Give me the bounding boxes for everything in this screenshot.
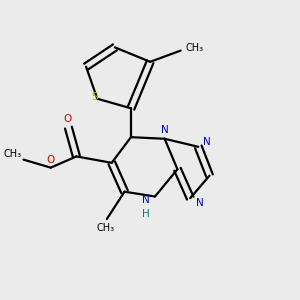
Text: N: N (161, 125, 169, 135)
Text: CH₃: CH₃ (96, 223, 114, 233)
Text: CH₃: CH₃ (4, 149, 22, 159)
Text: N: N (203, 137, 211, 147)
Text: N: N (142, 195, 150, 205)
Text: H: H (142, 209, 150, 219)
Text: N: N (196, 198, 204, 208)
Text: S: S (92, 92, 98, 102)
Text: CH₃: CH₃ (185, 43, 204, 53)
Text: O: O (46, 154, 55, 165)
Text: O: O (64, 114, 72, 124)
